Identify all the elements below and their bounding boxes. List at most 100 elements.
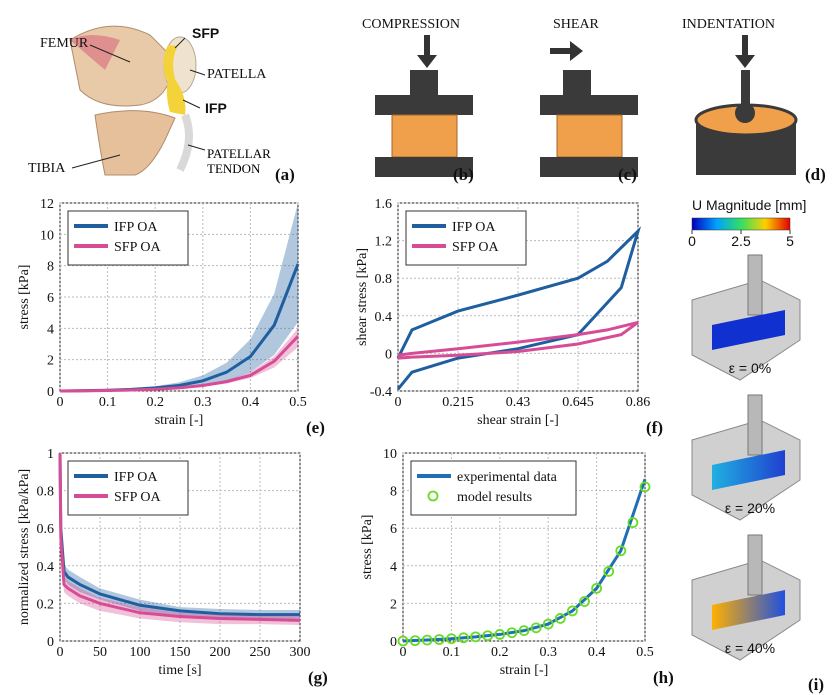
x-axis-label: strain [-] [500, 663, 549, 678]
y-tick-label: 0.6 [37, 522, 55, 537]
y-tick-label: 10 [40, 228, 54, 243]
strain-label: ε = 40% [725, 640, 775, 656]
y-tick-label: 0 [47, 635, 54, 650]
y-tick-label: 6 [47, 291, 54, 306]
label-shear: SHEAR [553, 17, 600, 32]
x-tick-label: 0.2 [146, 395, 164, 410]
x-tick-label: 200 [210, 645, 231, 660]
label-ifp: IFP [205, 100, 227, 116]
strain-label: ε = 20% [725, 500, 775, 516]
y-axis-label: shear stress [kPa] [355, 248, 370, 346]
legend-label: SFP OA [452, 240, 499, 255]
label-femur: FEMUR [40, 36, 89, 51]
figure-canvas: FEMUR SFP PATELLA IFP TIBIA (a) COMPRESS… [0, 0, 839, 695]
label-tendon: PATELLAR TENDON [207, 146, 287, 176]
x-axis-label: time [s] [158, 663, 201, 678]
y-tick-label: 4 [390, 560, 397, 575]
compression-schematic [375, 35, 473, 177]
x-tick-label: 0.5 [289, 395, 307, 410]
x-tick-label: 0.4 [242, 395, 260, 410]
colorbar [692, 218, 790, 230]
x-tick-label: 250 [250, 645, 271, 660]
label-sfp: SFP [192, 25, 219, 41]
x-tick-label: 0.1 [443, 645, 461, 660]
x-tick-label: 0.3 [539, 645, 557, 660]
x-tick-label: 0.86 [626, 395, 651, 410]
fe-models [692, 255, 800, 660]
label-patella: PATELLA [207, 67, 267, 82]
panel-label: (h) [653, 668, 674, 687]
panel-label: (f) [646, 418, 663, 437]
x-tick-label: 300 [290, 645, 311, 660]
y-tick-label: 0.8 [37, 485, 55, 500]
x-tick-label: 50 [93, 645, 107, 660]
legend-label: SFP OA [114, 490, 161, 505]
x-tick-label: 0 [395, 395, 402, 410]
shear-schematic [540, 41, 638, 177]
strain-label: ε = 0% [729, 360, 771, 376]
y-tick-label: 8 [390, 485, 397, 500]
y-tick-label: 1.2 [375, 235, 393, 250]
y-tick-label: 10 [383, 447, 397, 462]
x-tick-label: 0.645 [562, 395, 594, 410]
x-tick-label: 0 [57, 395, 64, 410]
y-tick-label: 0.4 [37, 560, 55, 575]
fe-indenter [748, 535, 762, 595]
x-tick-label: 0.3 [194, 395, 212, 410]
y-tick-label: 0 [385, 347, 392, 362]
x-tick-label: 0.4 [588, 645, 606, 660]
legend-label: model results [457, 490, 532, 505]
x-tick-label: 0 [57, 645, 64, 660]
x-tick-label: 150 [170, 645, 191, 660]
y-tick-label: 0.8 [375, 272, 393, 287]
fe-indenter [748, 255, 762, 315]
legend-label: experimental data [457, 470, 558, 485]
y-tick-label: 2 [390, 597, 397, 612]
legend-label: IFP OA [452, 220, 496, 235]
x-tick-label: 100 [130, 645, 151, 660]
colorbar-tick-label: 5 [786, 233, 794, 249]
panel-label: (e) [306, 418, 325, 437]
label-indentation: INDENTATION [682, 17, 775, 32]
figure: FEMUR SFP PATELLA IFP TIBIA (a) COMPRESS… [0, 0, 839, 695]
x-tick-label: 0.1 [99, 395, 117, 410]
y-tick-label: 0 [390, 635, 397, 650]
fe-indenter [748, 395, 762, 455]
knee-illustration [70, 26, 205, 175]
legend-label: SFP OA [114, 240, 161, 255]
y-axis-label: normalized stress [kPa/kPa] [17, 469, 32, 625]
y-tick-label: 12 [40, 197, 54, 212]
label-tibia: TIBIA [28, 161, 66, 176]
x-tick-label: 0.5 [636, 645, 654, 660]
x-tick-label: 0.2 [491, 645, 509, 660]
label-compression: COMPRESSION [362, 17, 460, 32]
panel-label: (b) [453, 165, 474, 184]
y-tick-label: 6 [390, 522, 397, 537]
x-axis-label: shear strain [-] [477, 413, 559, 428]
y-tick-label: 2 [47, 354, 54, 369]
y-tick-label: -0.4 [370, 385, 392, 400]
panel-label: (g) [308, 668, 328, 687]
x-tick-label: 0.215 [442, 395, 474, 410]
y-tick-label: 0.4 [375, 310, 393, 325]
legend-label: IFP OA [114, 220, 158, 235]
panel-label: (c) [618, 165, 637, 184]
y-axis-label: stress [kPa] [360, 515, 375, 580]
y-tick-label: 4 [47, 322, 54, 337]
x-tick-label: 0.43 [506, 395, 531, 410]
y-tick-label: 0 [47, 385, 54, 400]
indentation-schematic [696, 35, 796, 175]
legend-label: IFP OA [114, 470, 158, 485]
y-tick-label: 0.2 [37, 597, 55, 612]
y-axis-label: stress [kPa] [17, 265, 32, 330]
colorbar-tick-label: 2.5 [731, 233, 751, 249]
x-axis-label: strain [-] [155, 413, 204, 428]
x-tick-label: 0 [400, 645, 407, 660]
y-tick-label: 8 [47, 260, 54, 275]
colorbar-title: U Magnitude [mm] [692, 197, 806, 213]
y-tick-label: 1 [47, 447, 54, 462]
y-tick-label: 1.6 [375, 197, 393, 212]
panel-label: (i) [808, 675, 824, 694]
colorbar-tick-label: 0 [688, 233, 696, 249]
panel-label: (d) [805, 165, 826, 184]
